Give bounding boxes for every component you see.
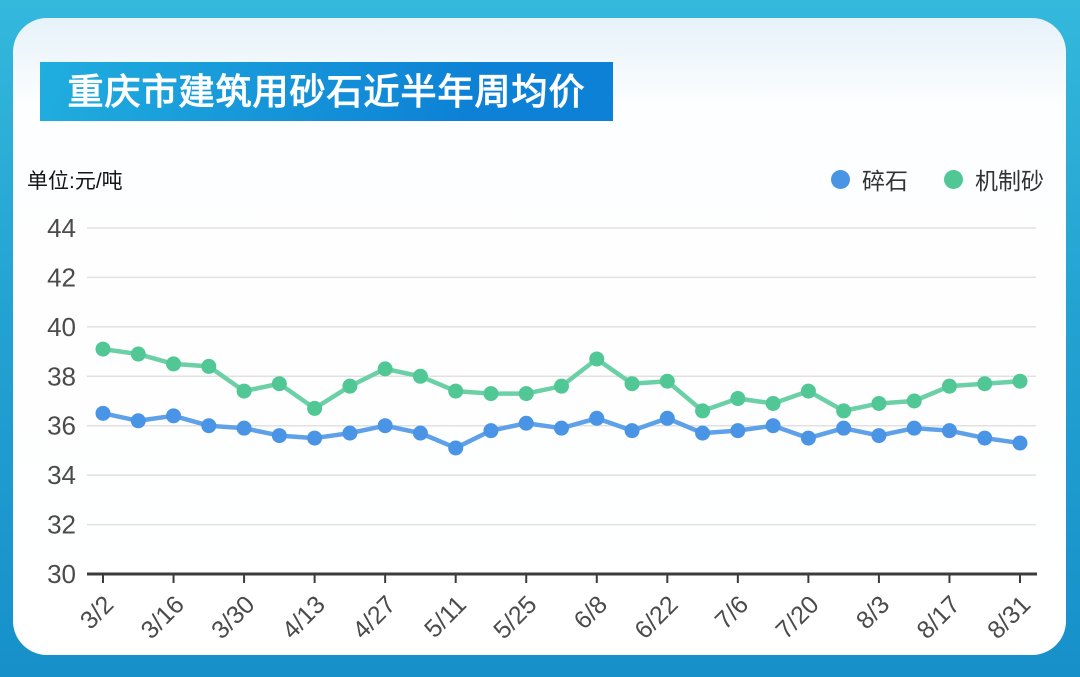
data-point-crushed-stone xyxy=(377,418,393,434)
y-axis-label: 42 xyxy=(47,262,76,292)
data-point-machine-made-sand xyxy=(130,346,146,362)
price-line-chart: 30 32 34 36 38 40 42 44 3/2 3/16 3/30 4/13 4/27 5/11 5… xyxy=(47,213,1037,645)
data-point-machine-made-sand xyxy=(342,378,358,394)
x-axis-label: 5/25 xyxy=(488,590,542,644)
data-point-machine-made-sand xyxy=(906,393,922,409)
x-axis-label: 5/11 xyxy=(419,590,472,643)
data-point-machine-made-sand xyxy=(730,391,746,407)
data-point-crushed-stone xyxy=(166,408,182,424)
data-point-crushed-stone xyxy=(695,425,711,441)
page-title: 重庆市建筑用砂石近半年周均价 xyxy=(40,62,613,121)
x-axis-label: 8/31 xyxy=(982,590,1036,644)
data-point-machine-made-sand xyxy=(589,351,605,367)
chart-legend: 碎石 机制砂 xyxy=(831,162,1044,196)
y-axis-label: 30 xyxy=(47,559,76,589)
data-point-crushed-stone xyxy=(941,423,957,439)
legend-dot-icon-machine-made-sand xyxy=(944,169,963,189)
x-axis-label: 8/17 xyxy=(911,590,965,644)
data-point-crushed-stone xyxy=(95,405,111,421)
data-point-crushed-stone xyxy=(800,430,816,446)
data-point-machine-made-sand xyxy=(624,376,640,392)
x-axis-label: 3/30 xyxy=(206,590,260,644)
data-point-crushed-stone xyxy=(1012,435,1028,451)
legend-item-crushed-stone: 碎石 xyxy=(831,162,908,196)
y-axis-label: 36 xyxy=(47,411,76,441)
y-axis-label: 40 xyxy=(47,312,76,342)
y-axis-label: 38 xyxy=(47,361,76,391)
data-point-crushed-stone xyxy=(589,410,605,426)
x-axis-label: 3/2 xyxy=(75,590,119,634)
x-axis-label: 7/20 xyxy=(770,590,824,644)
data-point-machine-made-sand xyxy=(518,386,534,402)
data-point-machine-made-sand xyxy=(166,356,182,372)
data-point-crushed-stone xyxy=(448,440,464,456)
y-axis-label: 44 xyxy=(47,213,76,243)
data-point-crushed-stone xyxy=(130,413,146,429)
x-axis-label: 8/3 xyxy=(851,590,895,634)
data-point-crushed-stone xyxy=(271,428,287,444)
data-point-machine-made-sand xyxy=(271,376,287,392)
data-point-machine-made-sand xyxy=(412,368,428,384)
data-point-machine-made-sand xyxy=(236,383,252,399)
data-point-machine-made-sand xyxy=(1012,373,1028,389)
data-point-crushed-stone xyxy=(553,420,569,436)
data-point-crushed-stone xyxy=(659,410,675,426)
legend-label-crushed-stone: 碎石 xyxy=(862,168,908,194)
legend-item-machine-made-sand: 机制砂 xyxy=(944,162,1044,196)
x-axis-label: 3/16 xyxy=(136,590,190,644)
data-point-machine-made-sand xyxy=(977,376,993,392)
y-axis-label: 34 xyxy=(47,460,76,490)
data-point-crushed-stone xyxy=(871,428,887,444)
legend-label-machine-made-sand: 机制砂 xyxy=(975,168,1044,194)
legend-dot-icon-crushed-stone xyxy=(831,169,850,189)
x-axis-label: 6/8 xyxy=(569,590,613,634)
x-axis-label: 7/6 xyxy=(710,590,754,634)
data-point-crushed-stone xyxy=(342,425,358,441)
data-point-machine-made-sand xyxy=(941,378,957,394)
data-point-crushed-stone xyxy=(412,425,428,441)
data-point-machine-made-sand xyxy=(201,358,217,374)
data-point-machine-made-sand xyxy=(95,341,111,357)
data-point-machine-made-sand xyxy=(483,386,499,402)
data-point-crushed-stone xyxy=(765,418,781,434)
data-point-crushed-stone xyxy=(730,423,746,439)
data-point-crushed-stone xyxy=(977,430,993,446)
unit-label: 单位:元/吨 xyxy=(27,170,123,193)
data-point-crushed-stone xyxy=(624,423,640,439)
data-point-crushed-stone xyxy=(236,420,252,436)
data-point-machine-made-sand xyxy=(871,395,887,411)
data-point-machine-made-sand xyxy=(695,403,711,419)
data-point-machine-made-sand xyxy=(377,361,393,377)
data-point-crushed-stone xyxy=(836,420,852,436)
data-point-crushed-stone xyxy=(906,420,922,436)
data-point-machine-made-sand xyxy=(553,378,569,394)
chart-card: 重庆市建筑用砂石近半年周均价 单位:元/吨 碎石 机制砂 30 32 34 36 38 4… xyxy=(13,18,1066,655)
data-point-crushed-stone xyxy=(201,418,217,434)
data-point-machine-made-sand xyxy=(307,400,323,416)
x-axis-label: 6/22 xyxy=(629,590,683,644)
data-point-machine-made-sand xyxy=(448,383,464,399)
data-point-machine-made-sand xyxy=(659,373,675,389)
data-point-crushed-stone xyxy=(518,415,534,431)
x-axis-label: 4/27 xyxy=(347,590,401,644)
data-point-machine-made-sand xyxy=(836,403,852,419)
data-point-machine-made-sand xyxy=(765,395,781,411)
data-point-machine-made-sand xyxy=(800,383,816,399)
x-axis-label: 4/13 xyxy=(277,590,331,644)
data-point-crushed-stone xyxy=(483,423,499,439)
data-point-crushed-stone xyxy=(307,430,323,446)
y-axis-label: 32 xyxy=(47,510,76,540)
